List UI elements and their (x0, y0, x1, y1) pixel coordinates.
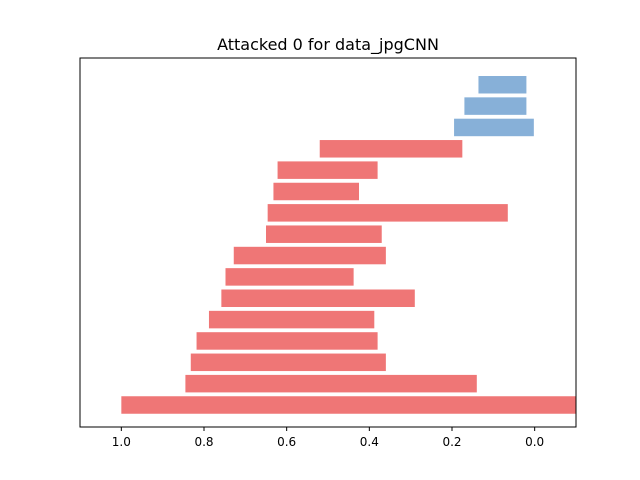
bars-group (121, 76, 576, 414)
bar-3 (196, 332, 378, 350)
bar-15 (478, 76, 527, 94)
x-tick-label: 0.6 (277, 435, 296, 449)
x-tick-label: 1.0 (112, 435, 131, 449)
x-axis: 1.0 0.8 0.6 0.4 0.2 0.0 (112, 427, 544, 449)
bar-6 (225, 268, 354, 286)
x-tick-label: 0.8 (194, 435, 213, 449)
x-tick-label: 0.4 (360, 435, 379, 449)
bar-11 (277, 161, 378, 179)
bar-7 (233, 246, 386, 265)
bar-12 (319, 140, 463, 158)
bar-1 (185, 374, 477, 393)
bar-2 (190, 353, 386, 372)
bar-9 (267, 204, 508, 222)
bar-8 (266, 225, 382, 243)
chart-title: Attacked 0 for data_jpgCNN (217, 35, 439, 55)
x-tick-label: 0.0 (525, 435, 544, 449)
bar-5 (221, 289, 415, 307)
x-tick-label: 0.2 (442, 435, 461, 449)
bar-13 (454, 118, 534, 137)
bar-10 (273, 182, 359, 201)
bar-14 (464, 97, 527, 115)
bar-4 (208, 310, 375, 329)
bar-0 (121, 396, 576, 414)
plot-frame (79, 57, 577, 428)
